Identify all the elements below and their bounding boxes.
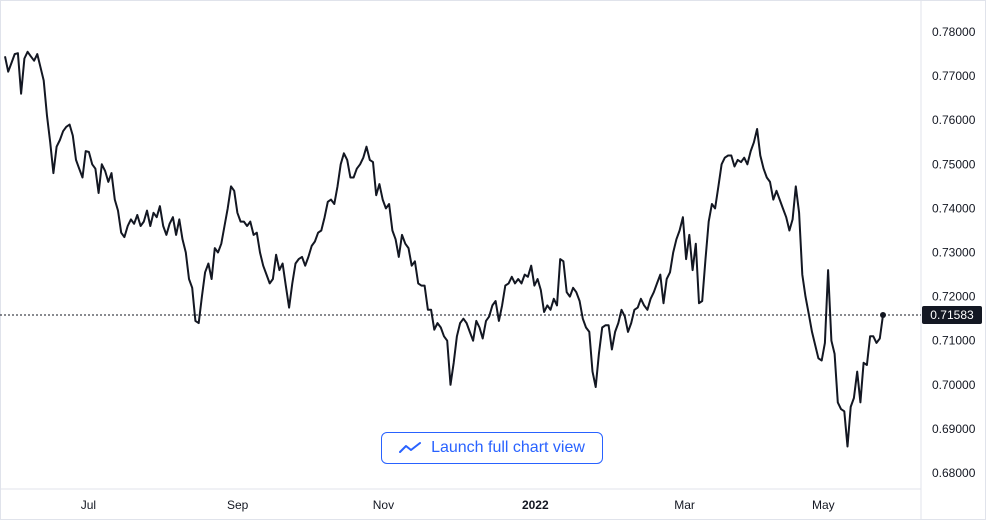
y-tick-label: 0.77000 [932,69,976,83]
y-tick-label: 0.78000 [932,25,976,39]
last-price-label: 0.71583 [930,308,974,322]
y-tick-label: 0.68000 [932,466,976,480]
y-tick-label: 0.74000 [932,201,976,215]
last-data-point [880,311,886,318]
y-tick-label: 0.76000 [932,113,976,127]
launch-button-label: Launch full chart view [431,439,585,456]
x-tick-label: May [812,498,835,512]
trend-line-icon [399,441,422,455]
price-series-line [4,50,884,448]
y-axis-ticks: 0.78000 0.77000 0.76000 0.75000 0.74000 0.730… [932,25,976,480]
y-tick-label: 0.71000 [932,334,976,348]
last-price-badge: 0.71583 [922,305,982,324]
y-tick-label: 0.69000 [932,422,976,436]
x-tick-label: Sep [227,498,249,512]
y-tick-label: 0.72000 [932,290,976,304]
x-tick-label: 2022 [522,498,549,512]
x-tick-label: Jul [81,498,96,512]
x-axis-ticks: Jul Sep Nov 2022 Mar May [81,498,835,512]
x-tick-label: Mar [674,498,695,512]
y-tick-label: 0.70000 [932,378,976,392]
y-tick-label: 0.73000 [932,246,976,260]
x-tick-label: Nov [373,498,394,512]
y-tick-label: 0.75000 [932,157,976,171]
launch-full-chart-button[interactable]: Launch full chart view [381,432,603,464]
